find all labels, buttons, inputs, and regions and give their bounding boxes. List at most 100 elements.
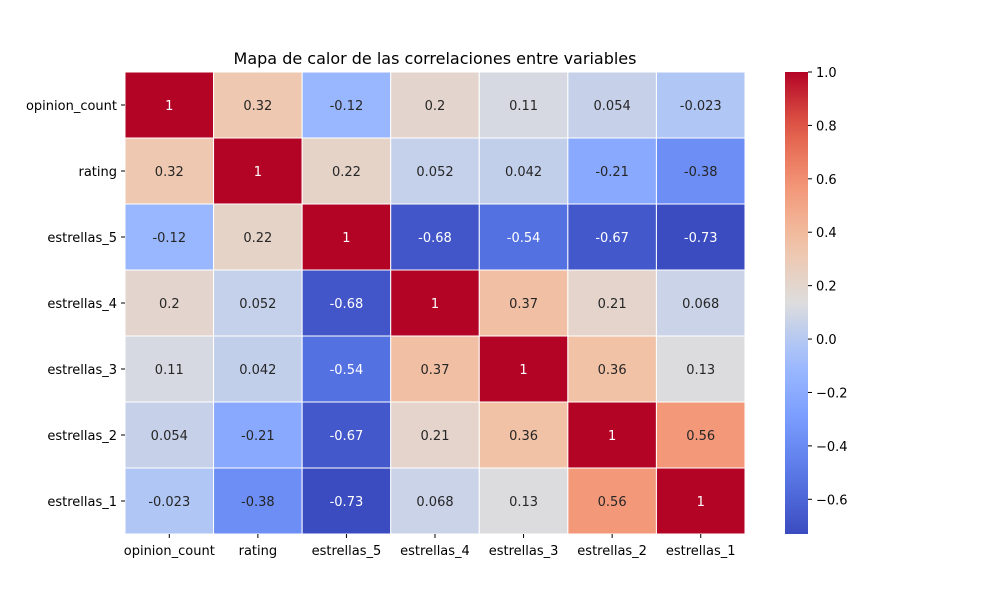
cell-value-label: 0.2 (425, 99, 446, 114)
y-tick-label: rating (78, 165, 117, 180)
cell-value-label: 0.052 (416, 165, 453, 180)
cell-value-label: -0.38 (684, 165, 718, 180)
colorbar-tick-label: 0.6 (816, 173, 837, 188)
heatmap-cell (567, 137, 657, 205)
cell-value-label: 0.11 (155, 363, 184, 378)
cell-value-label: -0.67 (330, 429, 364, 444)
cell-value-label: -0.68 (330, 297, 364, 312)
cell-value-label: -0.21 (595, 165, 629, 180)
cell-value-label: -0.023 (680, 99, 722, 114)
cell-value-label: -0.54 (330, 363, 364, 378)
heatmap-cell (301, 401, 392, 469)
heatmap-cell (301, 71, 392, 139)
cell-value-label: 0.042 (505, 165, 542, 180)
heatmap-cell (390, 269, 480, 337)
colorbar-tick-label: −0.4 (816, 440, 848, 455)
y-tick-label: estrellas_3 (47, 363, 117, 378)
heatmap-cell (390, 401, 480, 469)
x-tick-label: estrellas_3 (489, 544, 559, 559)
cell-value-label: 0.068 (682, 297, 719, 312)
heatmap-cell (478, 401, 569, 469)
cell-value-label: 0.11 (509, 99, 538, 114)
heatmap-cell (567, 203, 657, 271)
heatmap-cell (213, 203, 303, 271)
heatmap-cell (390, 71, 480, 139)
colorbar-tick-label: 0.4 (816, 226, 837, 241)
x-axis: opinion_count rating estrellas_5 estrellas_… (124, 534, 736, 559)
heatmap-cell (478, 467, 569, 535)
cell-value-label: -0.54 (507, 231, 541, 246)
colorbar-gradient (785, 72, 808, 534)
cell-value-label: 0.054 (151, 429, 188, 444)
cell-value-label: -0.68 (418, 231, 452, 246)
heatmap-cell (567, 269, 657, 337)
heatmap-cells (124, 71, 746, 535)
heatmap-cell (124, 401, 215, 469)
heatmap-cell (567, 467, 657, 535)
y-tick-label: estrellas_1 (47, 495, 117, 510)
colorbar-tick-label: −0.6 (816, 493, 848, 508)
x-tick-label: estrellas_5 (312, 544, 382, 559)
colorbar-tick-label: 0.0 (816, 333, 837, 348)
cell-value-label: -0.38 (241, 495, 275, 510)
cell-value-label: 0.22 (332, 165, 361, 180)
cell-value-label: 0.37 (509, 297, 538, 312)
heatmap-cell (390, 203, 480, 271)
cell-value-label: 1 (431, 297, 439, 312)
heatmap-cell (301, 335, 392, 403)
heatmap-cell (301, 467, 392, 535)
cell-value-label: 0.56 (686, 429, 715, 444)
cell-value-label: -0.12 (152, 231, 186, 246)
colorbar-tick-label: 0.8 (816, 119, 837, 134)
heatmap-cell (213, 269, 303, 337)
cell-value-label: 0.052 (239, 297, 276, 312)
cell-value-label: 0.2 (159, 297, 180, 312)
cell-value-label: 0.22 (243, 231, 272, 246)
heatmap-cell (655, 335, 746, 403)
heatmap-cell (478, 137, 569, 205)
cell-value-label: -0.67 (595, 231, 629, 246)
colorbar-tick-label: −0.2 (816, 386, 848, 401)
heatmap-cell (124, 335, 215, 403)
cell-value-label: 0.21 (421, 429, 450, 444)
cell-value-label: 0.36 (509, 429, 538, 444)
cell-value-label: -0.73 (330, 495, 364, 510)
cell-value-label: 1 (519, 363, 527, 378)
cell-value-label: 0.21 (598, 297, 627, 312)
colorbar-tick-label: 1.0 (816, 66, 837, 81)
heatmap-cell (655, 269, 746, 337)
cell-value-label: 0.37 (421, 363, 450, 378)
cell-value-label: 0.13 (509, 495, 538, 510)
cell-value-label: -0.73 (684, 231, 718, 246)
cell-value-label: 0.32 (155, 165, 184, 180)
cell-value-label: -0.023 (148, 495, 190, 510)
heatmap-cell (301, 137, 392, 205)
heatmap-cell (478, 203, 569, 271)
cell-value-label: 0.13 (686, 363, 715, 378)
x-tick-label: opinion_count (124, 544, 215, 559)
heatmap-cell (390, 467, 480, 535)
colorbar-tick-label: 0.2 (816, 280, 837, 295)
cell-value-label: 1 (165, 99, 173, 114)
y-tick-label: estrellas_4 (47, 297, 117, 312)
heatmap-cell (213, 401, 303, 469)
cell-value-label: 0.56 (598, 495, 627, 510)
heatmap-cell-labels: 1 0.32 -0.12 0.2 0.11 0.054 -0.023 0.32 1 0.22 0.0… (148, 99, 721, 510)
x-tick-label: estrellas_2 (577, 544, 647, 559)
heatmap-cell (213, 71, 303, 139)
heatmap-cell (124, 71, 215, 139)
chart-title: Mapa de calor de las correlaciones entre… (234, 49, 637, 68)
cell-value-label: 1 (608, 429, 616, 444)
y-tick-label: estrellas_5 (47, 231, 117, 246)
heatmap-cell (124, 269, 215, 337)
x-tick-label: estrellas_1 (666, 544, 736, 559)
cell-value-label: 1 (342, 231, 350, 246)
heatmap-cell (655, 137, 746, 205)
x-tick-label: estrellas_4 (400, 544, 470, 559)
heatmap-cell (301, 203, 392, 271)
cell-value-label: 0.068 (416, 495, 453, 510)
colorbar: 1.0 0.8 0.6 0.4 0.2 0.0 −0.2 −0.4 −0.6 (785, 66, 848, 534)
cell-value-label: -0.12 (330, 99, 364, 114)
